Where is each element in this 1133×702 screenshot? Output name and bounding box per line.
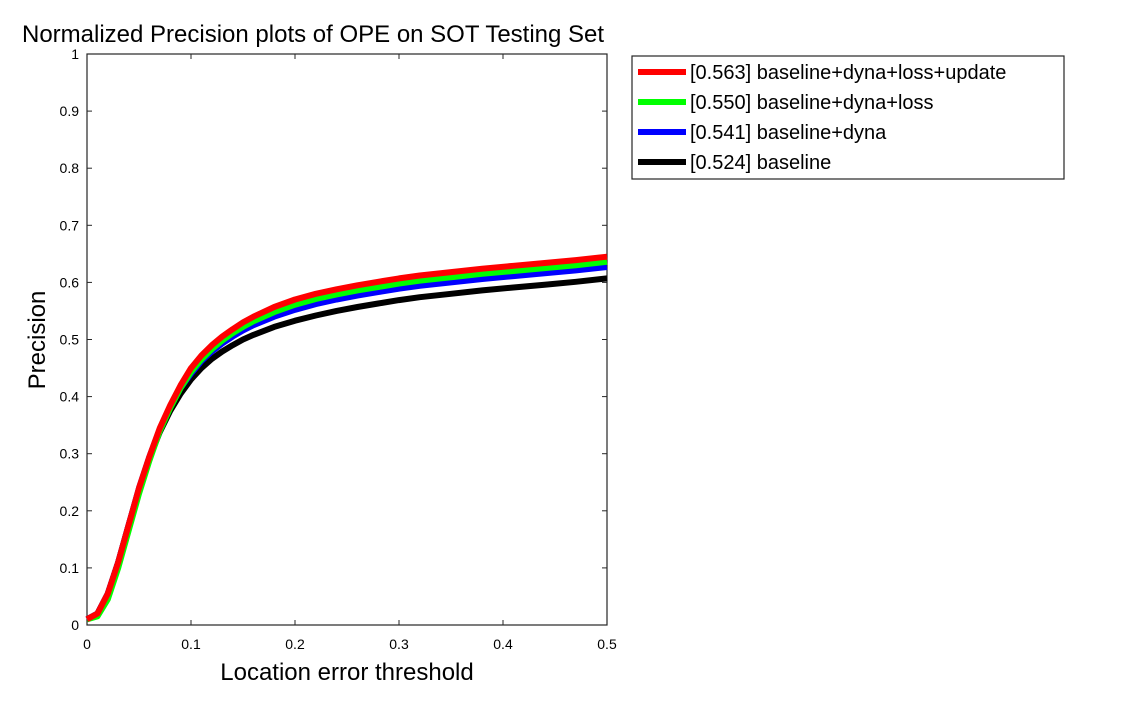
x-tick-label: 0.1 (181, 636, 201, 652)
series-lines (85, 253, 608, 623)
chart-title: Normalized Precision plots of OPE on SOT… (22, 21, 604, 48)
y-axis: 0 0.1 0.2 0.3 0.4 0.5 0.6 0.7 0.8 0.9 1 (60, 46, 607, 633)
y-tick-label: 0.9 (60, 103, 80, 119)
y-tick-label: 0.7 (60, 217, 80, 233)
x-tick-label: 0.3 (389, 636, 409, 652)
legend-label-0: [0.563] baseline+dyna+loss+update (690, 62, 1006, 84)
y-tick-label: 0.5 (60, 332, 80, 348)
x-tick-label: 0 (83, 636, 91, 652)
y-tick-label: 0.2 (60, 503, 80, 519)
y-tick-label: 0.3 (60, 446, 80, 462)
x-axis: 0 0.1 0.2 0.3 0.4 0.5 (83, 54, 617, 652)
y-tick-label: 1 (71, 46, 79, 62)
legend-label-1: [0.550] baseline+dyna+loss (690, 92, 934, 114)
x-tick-label: 0.2 (285, 636, 305, 652)
legend-label-3: [0.524] baseline (690, 152, 831, 174)
y-tick-label: 0.6 (60, 274, 80, 290)
legend: [0.563] baseline+dyna+loss+update [0.550]… (631, 55, 1065, 180)
x-tick-label: 0.4 (493, 636, 513, 652)
y-tick-label: 0.1 (60, 560, 80, 576)
y-tick-label: 0 (71, 617, 79, 633)
x-tick-label: 0.5 (597, 636, 617, 652)
y-tick-label: 0.4 (60, 389, 80, 405)
plot-frame (86, 53, 608, 626)
x-axis-label: Location error threshold (220, 659, 473, 686)
legend-box (631, 55, 1065, 180)
plot-area: 0 0.1 0.2 0.3 0.4 0.5 0.6 0.7 0.8 0.9 1 0 0.1 0.2 0.3… (60, 46, 617, 652)
series-line-0 (85, 253, 608, 622)
y-tick-label: 0.8 (60, 160, 80, 176)
y-axis-label: Precision (24, 291, 51, 390)
legend-label-2: [0.541] baseline+dyna (690, 122, 887, 144)
